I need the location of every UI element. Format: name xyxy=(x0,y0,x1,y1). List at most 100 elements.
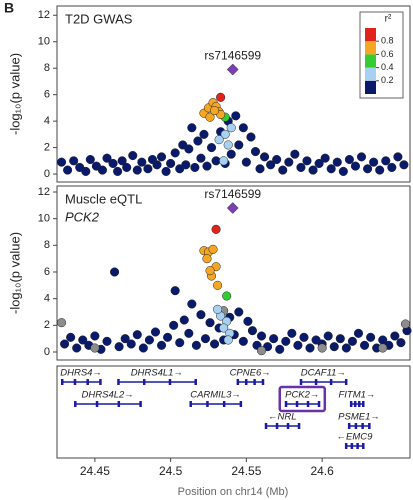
snp-point xyxy=(205,266,215,276)
snp-point xyxy=(97,165,108,175)
gene-label: ←EMC9 xyxy=(337,432,374,443)
snp-point xyxy=(234,140,244,150)
snp-point xyxy=(308,165,318,175)
snp-point xyxy=(269,334,279,344)
lead-snp-label: rs7146599 xyxy=(204,187,261,201)
legend-swatch xyxy=(365,54,376,68)
snp-point xyxy=(302,156,312,166)
snp-point xyxy=(255,164,265,174)
snp-point xyxy=(102,336,112,346)
snp-point xyxy=(219,323,229,333)
gene-exon xyxy=(357,401,361,407)
snp-point xyxy=(156,340,167,350)
snp-point xyxy=(256,346,267,356)
snp-point xyxy=(122,162,132,172)
gene-exon xyxy=(344,379,348,385)
panel-frame xyxy=(56,185,411,361)
legend-title: r² xyxy=(385,14,392,25)
snp-point xyxy=(137,157,147,167)
snp-point xyxy=(335,334,345,344)
snp-point xyxy=(338,166,348,176)
snp-point xyxy=(250,147,261,157)
y-tick-label: 10 xyxy=(38,36,50,48)
snp-point xyxy=(72,343,82,353)
gene-label: CARMIL3→ xyxy=(190,390,241,401)
legend-swatch xyxy=(365,41,376,55)
gene-label: DHRS4L1→ xyxy=(131,368,183,379)
snp-point xyxy=(238,123,248,133)
x-tick-label: 24.45 xyxy=(80,464,110,478)
snp-point xyxy=(329,342,339,352)
snp-point xyxy=(226,123,236,133)
snp-point xyxy=(290,149,300,159)
gene-track-frame xyxy=(56,365,411,459)
gene-label: ←NRL xyxy=(268,412,297,423)
snp-point xyxy=(114,342,124,352)
snp-point xyxy=(196,310,206,320)
gene-exon xyxy=(297,423,301,429)
snp-point xyxy=(278,165,288,175)
legend-swatch xyxy=(365,67,376,81)
gene-label: DHRS4→ xyxy=(60,368,102,379)
snp-point xyxy=(317,343,327,353)
gene-exon xyxy=(349,401,353,407)
snp-point xyxy=(344,154,354,165)
gene-label: PSME1→ xyxy=(338,412,380,423)
snp-point xyxy=(175,338,185,348)
y-tick-label: 0 xyxy=(44,346,50,358)
y-tick-label: 6 xyxy=(44,266,50,278)
snp-point xyxy=(393,152,403,162)
panel-title: T2D GWAS xyxy=(65,11,133,26)
snp-point xyxy=(222,291,232,301)
y-tick-label: 12 xyxy=(38,186,50,198)
gene-exon xyxy=(350,443,354,449)
snp-point xyxy=(81,166,91,176)
gene-exon xyxy=(86,379,89,385)
snp-point xyxy=(299,332,309,342)
gene-exon xyxy=(368,423,371,429)
y-tick-label: 6 xyxy=(44,89,50,101)
y-tick-label: 2 xyxy=(44,142,50,154)
y-tick-label: 12 xyxy=(38,9,50,21)
snp-point xyxy=(326,164,336,174)
snp-point xyxy=(78,335,88,345)
gene-exon xyxy=(347,423,351,429)
snp-point xyxy=(187,123,197,133)
legend-tick-label: 0.6 xyxy=(381,49,394,59)
gene-exon xyxy=(244,379,248,385)
snp-point xyxy=(196,153,206,163)
y-tick-label: 10 xyxy=(38,213,50,225)
snp-point xyxy=(143,164,153,174)
snp-point xyxy=(246,132,256,142)
gene-exon xyxy=(354,423,358,429)
snp-point xyxy=(60,339,70,349)
snp-point xyxy=(110,267,120,277)
snp-point xyxy=(69,156,79,166)
snp-point xyxy=(85,154,95,165)
snp-point xyxy=(396,338,406,348)
gene-exon xyxy=(264,423,268,429)
snp-point xyxy=(117,156,127,166)
snp-point xyxy=(220,129,230,139)
gene-exon xyxy=(362,401,365,407)
snp-point xyxy=(296,162,306,172)
snp-point xyxy=(152,160,162,170)
gene-exon xyxy=(95,401,99,407)
snp-point xyxy=(108,158,118,169)
gene-exon xyxy=(206,401,209,407)
snp-point xyxy=(243,316,253,326)
snp-point xyxy=(170,286,180,296)
snp-point xyxy=(305,343,315,353)
gene-exon xyxy=(295,401,299,407)
snp-point xyxy=(353,328,364,338)
snp-point xyxy=(359,340,370,350)
snp-point xyxy=(181,160,191,170)
gene-exon xyxy=(344,443,348,449)
snp-point xyxy=(213,280,223,290)
snp-point xyxy=(113,166,123,176)
snp-point xyxy=(166,158,176,169)
gene-exon xyxy=(99,379,102,385)
gene-exon xyxy=(356,443,359,449)
snp-point xyxy=(223,140,233,150)
x-tick-label: 24.55 xyxy=(231,464,261,478)
